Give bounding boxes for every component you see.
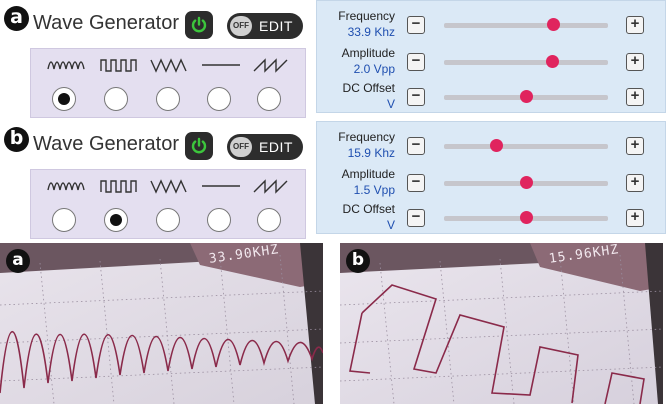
edit-toggle[interactable]: OFF EDIT [227,134,303,160]
offset-control: DC Offset V − + [317,79,666,113]
frequency-label: Frequency [338,130,395,144]
amplitude-increase-button[interactable]: + [626,53,644,71]
offset-slider-thumb[interactable] [519,90,533,103]
waveform-selector [30,48,306,118]
frequency-decrease-button[interactable]: − [407,137,425,155]
radio-sine[interactable] [52,208,76,232]
frequency-increase-button[interactable]: + [626,137,644,155]
radio-triangle[interactable] [156,87,180,111]
sine-wave-icon [47,61,85,70]
oscilloscope-photo-b: b 15.96KHZ [340,243,663,404]
frequency-slider-track[interactable] [444,23,608,28]
scope-badge: a [6,249,30,273]
sine-wave-icon [47,182,85,191]
square-wave-icon [100,59,137,72]
frequency-slider-thumb[interactable] [547,18,561,31]
amplitude-slider-thumb[interactable] [519,176,533,189]
frequency-value: 33.9 Khz [347,25,395,39]
waveform-selector [30,169,306,239]
radio-square[interactable] [104,87,128,111]
toggle-state: OFF [230,137,252,157]
offset-increase-button[interactable]: + [626,209,644,227]
amplitude-control: Amplitude 2.0 Vpp − + [317,44,666,78]
square-trace-start [349,312,371,374]
square-wave-icon [100,180,137,193]
toggle-state: OFF [230,16,252,36]
amplitude-slider-thumb[interactable] [545,55,559,68]
triangle-wave-icon [150,58,187,73]
dc-line-icon [202,64,240,66]
offset-value: V [386,218,395,232]
radio-sine[interactable] [52,87,76,111]
toggle-label: EDIT [259,139,293,155]
power-icon [191,16,207,33]
frequency-label: Frequency [338,9,395,23]
frequency-control: Frequency 15.9 Khz − + [317,128,666,162]
oscilloscope-screen [340,243,663,404]
oscilloscope-screen [0,243,323,404]
amplitude-increase-button[interactable]: + [626,174,644,192]
triangle-wave-icon [150,179,187,194]
power-icon [191,137,207,154]
power-button[interactable] [185,132,213,160]
amplitude-slider-track[interactable] [444,60,608,65]
panel-badge: b [4,127,29,152]
offset-control: DC Offset V − + [317,200,666,234]
offset-decrease-button[interactable]: − [407,209,425,227]
amplitude-value: 1.5 Vpp [353,183,395,197]
radio-dc[interactable] [207,208,231,232]
wave-generator-panel-b: b Wave Generator OFF EDIT [0,121,666,239]
offset-value: V [386,97,395,111]
offset-label: DC Offset [342,81,395,95]
frequency-increase-button[interactable]: + [626,16,644,34]
sine-trace [0,331,323,394]
radio-dc[interactable] [207,87,231,111]
radio-square[interactable] [104,208,128,232]
panel-title: Wave Generator [33,133,179,155]
parameter-controls: Frequency 15.9 Khz − + Amplitude 1.5 Vpp… [316,121,666,234]
frequency-slider-track[interactable] [444,144,608,149]
toggle-label: EDIT [259,18,293,34]
frequency-slider-thumb[interactable] [489,139,503,152]
sawtooth-wave-icon [253,179,288,194]
amplitude-control: Amplitude 1.5 Vpp − + [317,165,666,199]
sawtooth-wave-icon [253,58,288,73]
panel-title: Wave Generator [33,12,179,34]
amplitude-label: Amplitude [341,167,395,181]
panel-badge: a [4,6,29,31]
radio-sawtooth[interactable] [257,87,281,111]
dc-line-icon [202,185,240,187]
wave-generator-panel-a: a Wave Generator OFF EDIT [0,0,666,118]
power-button[interactable] [185,11,213,39]
offset-label: DC Offset [342,202,395,216]
frequency-control: Frequency 33.9 Khz − + [317,7,666,41]
offset-decrease-button[interactable]: − [407,88,425,106]
scope-badge: b [346,249,370,273]
offset-increase-button[interactable]: + [626,88,644,106]
amplitude-decrease-button[interactable]: − [407,174,425,192]
radio-triangle[interactable] [156,208,180,232]
edit-toggle[interactable]: OFF EDIT [227,13,303,39]
radio-sawtooth[interactable] [257,208,281,232]
amplitude-label: Amplitude [341,46,395,60]
frequency-decrease-button[interactable]: − [407,16,425,34]
amplitude-decrease-button[interactable]: − [407,53,425,71]
parameter-controls: Frequency 33.9 Khz − + Amplitude 2.0 Vpp… [316,0,666,113]
frequency-value: 15.9 Khz [347,146,395,160]
offset-slider-thumb[interactable] [519,211,533,224]
square-trace [361,284,645,404]
amplitude-value: 2.0 Vpp [353,62,395,76]
oscilloscope-photo-a: a 33.90KHZ [0,243,323,404]
